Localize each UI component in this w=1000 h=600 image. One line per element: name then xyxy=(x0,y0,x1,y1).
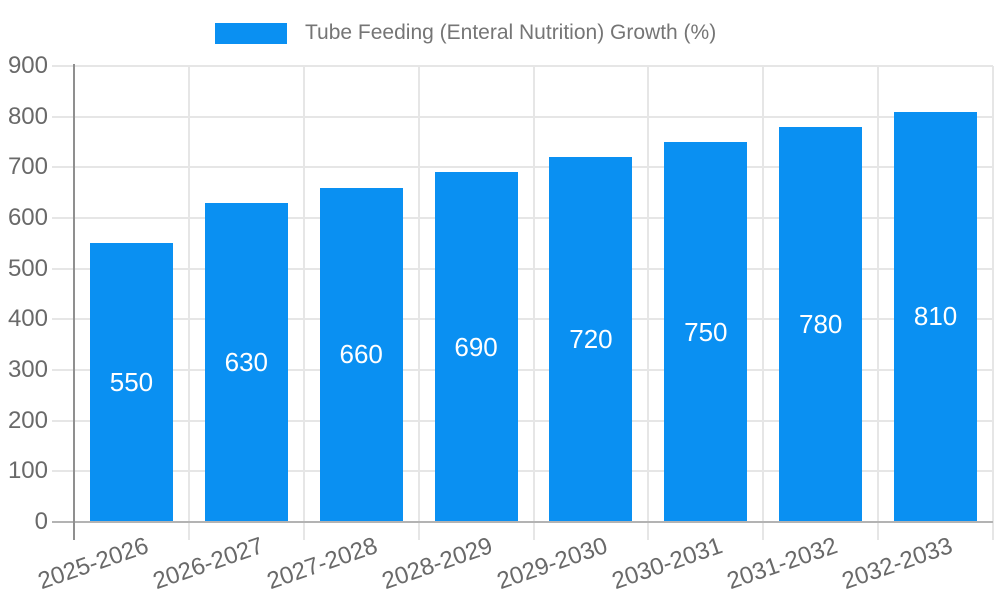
y-axis-tick-label: 100 xyxy=(7,457,48,485)
bar-2027-2028[interactable]: 660 xyxy=(319,187,403,522)
bar-value-label: 780 xyxy=(798,308,843,339)
gridline xyxy=(52,318,993,321)
y-axis-line xyxy=(73,64,75,540)
bar-2025-2026[interactable]: 550 xyxy=(89,243,173,522)
bar-value-label: 660 xyxy=(339,339,383,370)
gridline xyxy=(52,115,993,118)
gridline xyxy=(877,66,880,540)
chart-legend: Tube Feeding (Enteral Nutrition) Growth … xyxy=(215,21,716,45)
x-axis-tick-label: 2026-2027 xyxy=(149,532,267,596)
x-axis-tick-label: 2032-2033 xyxy=(838,532,956,596)
bar-value-label: 550 xyxy=(109,367,154,398)
x-axis-line xyxy=(52,521,993,523)
y-axis-tick-label: 300 xyxy=(7,356,48,383)
legend-swatch xyxy=(215,22,287,44)
y-axis-tick-label: 900 xyxy=(7,52,48,79)
legend-title: Tube Feeding (Enteral Nutrition) Growth … xyxy=(305,21,717,44)
gridline xyxy=(762,66,765,540)
gridline xyxy=(52,369,993,371)
x-axis-tick-label: 2030-2031 xyxy=(608,532,726,596)
bar-2031-2032[interactable]: 780 xyxy=(779,126,863,522)
bar-2029-2030[interactable]: 720 xyxy=(549,157,633,522)
gridline xyxy=(992,66,994,540)
x-axis-tick-label: 2031-2032 xyxy=(723,532,841,596)
x-axis-tick-label: 2027-2028 xyxy=(264,532,382,596)
bar-value-label: 690 xyxy=(454,331,498,362)
bar-2028-2029[interactable]: 690 xyxy=(434,172,518,522)
x-axis-tick-label: 2028-2029 xyxy=(378,532,497,596)
y-axis-tick-label: 400 xyxy=(7,305,48,333)
gridline xyxy=(532,66,535,540)
bar-2030-2031[interactable]: 750 xyxy=(664,142,748,522)
x-axis-tick-label: 2029-2030 xyxy=(493,532,612,596)
y-axis-tick-label: 200 xyxy=(7,406,48,434)
bar-value-label: 750 xyxy=(684,316,728,347)
gridline xyxy=(417,66,420,540)
gridline xyxy=(647,66,650,540)
y-axis-tick-label: 800 xyxy=(7,102,48,130)
bar-2032-2033[interactable]: 810 xyxy=(894,111,978,522)
gridline xyxy=(52,217,993,219)
y-axis-tick-label: 500 xyxy=(7,254,48,282)
bar-2026-2027[interactable]: 630 xyxy=(204,202,288,522)
bar-value-label: 720 xyxy=(569,324,613,355)
gridline xyxy=(302,66,305,540)
gridline xyxy=(52,419,993,422)
y-axis-tick-label: 0 xyxy=(34,508,48,535)
y-axis-tick-label: 700 xyxy=(7,153,48,181)
y-axis-tick-label: 600 xyxy=(7,204,48,231)
gridline xyxy=(52,470,993,473)
gridline xyxy=(187,66,190,540)
gridline xyxy=(52,267,993,270)
gridline xyxy=(52,65,993,67)
bar-value-label: 630 xyxy=(224,346,268,377)
bar-value-label: 810 xyxy=(913,301,958,332)
gridline xyxy=(52,166,993,169)
x-axis-tick-label: 2025-2026 xyxy=(34,532,152,596)
